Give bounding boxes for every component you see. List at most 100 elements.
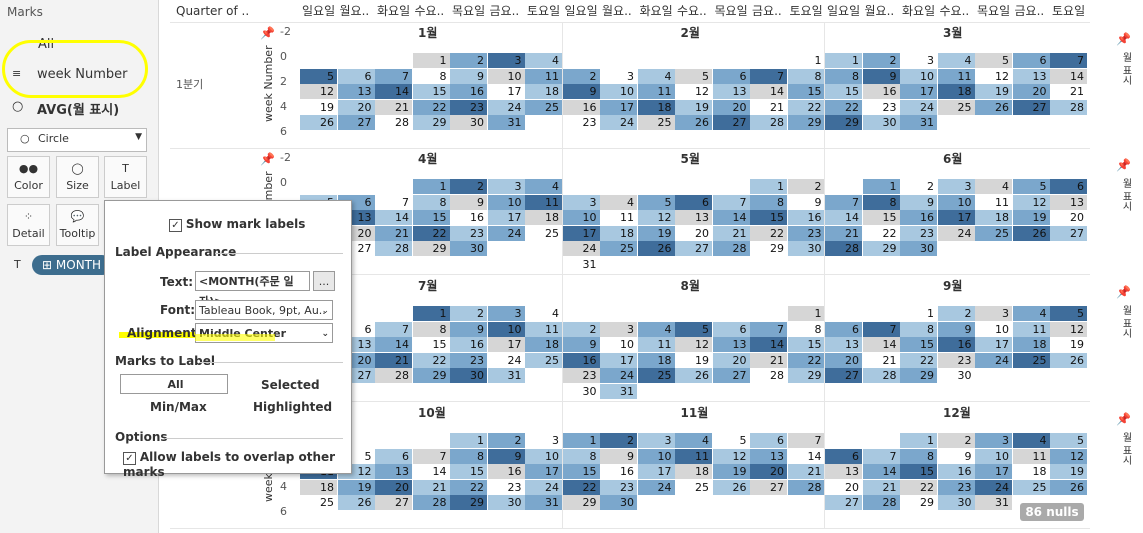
day-cell[interactable]: 2 bbox=[937, 306, 975, 321]
day-cell[interactable]: 8 bbox=[862, 194, 900, 210]
option-highlighted[interactable]: Highlighted bbox=[253, 400, 333, 414]
day-cell[interactable]: 8 bbox=[900, 448, 937, 464]
day-cell[interactable]: 8 bbox=[825, 68, 862, 84]
day-cell[interactable]: 1 bbox=[450, 433, 487, 448]
day-cell[interactable]: 25 bbox=[1012, 479, 1050, 495]
day-cell[interactable]: 9 bbox=[937, 321, 975, 337]
day-cell[interactable]: 9 bbox=[450, 194, 487, 210]
font-select[interactable]: Tableau Book, 9pt, Au.. ⌄ bbox=[195, 300, 333, 320]
day-cell[interactable]: 6 bbox=[337, 68, 375, 84]
day-cell[interactable]: 13 bbox=[675, 210, 712, 225]
allow-overlap-row[interactable]: ✓ Allow labels to overlap other marks bbox=[123, 450, 336, 479]
day-cell[interactable]: 4 bbox=[637, 68, 675, 84]
day-cell[interactable]: 7 bbox=[375, 321, 412, 337]
day-cell[interactable]: 30 bbox=[937, 368, 975, 383]
day-cell[interactable]: 20 bbox=[750, 464, 787, 479]
day-cell[interactable]: 9 bbox=[862, 68, 900, 84]
day-cell[interactable]: 29 bbox=[750, 241, 787, 256]
day-cell[interactable]: 23 bbox=[562, 368, 600, 383]
day-cell[interactable]: 9 bbox=[562, 84, 600, 99]
day-cell[interactable]: 16 bbox=[937, 337, 975, 352]
color-card[interactable]: ●● Color bbox=[7, 156, 50, 198]
day-cell[interactable]: 20 bbox=[712, 352, 750, 368]
day-cell[interactable]: 31 bbox=[525, 495, 562, 510]
day-cell[interactable]: 30 bbox=[562, 383, 600, 399]
day-cell[interactable]: 14 bbox=[862, 337, 900, 352]
day-cell[interactable]: 31 bbox=[487, 368, 525, 383]
pin-icon[interactable]: 📌 bbox=[1116, 285, 1131, 299]
day-cell[interactable]: 2 bbox=[450, 179, 487, 194]
day-cell[interactable]: 30 bbox=[487, 495, 525, 510]
day-cell[interactable]: 9 bbox=[900, 194, 937, 210]
option-selected[interactable]: Selected bbox=[261, 378, 320, 392]
day-cell[interactable]: 5 bbox=[300, 68, 337, 84]
day-cell[interactable]: 1 bbox=[412, 306, 450, 321]
day-cell[interactable]: 26 bbox=[1012, 225, 1050, 241]
day-cell[interactable]: 22 bbox=[412, 99, 450, 115]
day-cell[interactable]: 18 bbox=[975, 210, 1012, 225]
day-cell[interactable]: 10 bbox=[562, 210, 600, 225]
day-cell[interactable]: 24 bbox=[600, 115, 637, 130]
day-cell[interactable]: 4 bbox=[637, 321, 675, 337]
day-cell[interactable]: 2 bbox=[450, 306, 487, 321]
day-header[interactable]: 화요일 bbox=[377, 4, 411, 18]
day-cell[interactable]: 11 bbox=[637, 84, 675, 99]
day-cell[interactable]: 30 bbox=[862, 115, 900, 130]
day-cell[interactable]: 21 bbox=[375, 99, 412, 115]
day-cell[interactable]: 16 bbox=[562, 352, 600, 368]
day-cell[interactable]: 5 bbox=[975, 53, 1012, 68]
day-cell[interactable]: 28 bbox=[825, 241, 862, 256]
day-cell[interactable]: 23 bbox=[562, 115, 600, 130]
day-cell[interactable]: 1 bbox=[787, 306, 825, 321]
day-cell[interactable]: 20 bbox=[675, 225, 712, 241]
day-cell[interactable]: 21 bbox=[375, 352, 412, 368]
day-cell[interactable]: 29 bbox=[562, 495, 600, 510]
month-pill[interactable]: ⊞ MONTH bbox=[32, 255, 112, 275]
day-cell[interactable]: 10 bbox=[487, 321, 525, 337]
day-cell[interactable]: 28 bbox=[750, 368, 787, 383]
mark-type-select[interactable]: ○ Circle ▼ bbox=[7, 128, 147, 152]
day-cell[interactable]: 13 bbox=[337, 84, 375, 99]
day-cell[interactable]: 2 bbox=[787, 179, 825, 194]
day-header[interactable]: 수요.. bbox=[677, 4, 707, 18]
day-cell[interactable]: 3 bbox=[937, 179, 975, 194]
day-cell[interactable]: 6 bbox=[825, 448, 862, 464]
day-cell[interactable]: 9 bbox=[937, 448, 975, 464]
day-cell[interactable]: 21 bbox=[862, 352, 900, 368]
day-cell[interactable]: 8 bbox=[900, 321, 937, 337]
day-cell[interactable]: 1 bbox=[825, 53, 862, 68]
day-cell[interactable]: 18 bbox=[1012, 337, 1050, 352]
day-cell[interactable]: 31 bbox=[975, 495, 1012, 510]
day-cell[interactable]: 24 bbox=[937, 225, 975, 241]
day-cell[interactable]: 11 bbox=[525, 321, 562, 337]
day-cell[interactable]: 26 bbox=[712, 479, 750, 495]
day-cell[interactable]: 6 bbox=[675, 194, 712, 210]
day-cell[interactable]: 16 bbox=[787, 210, 825, 225]
day-cell[interactable]: 24 bbox=[487, 352, 525, 368]
day-cell[interactable]: 20 bbox=[337, 99, 375, 115]
day-cell[interactable]: 26 bbox=[1050, 352, 1087, 368]
day-header[interactable]: 화요일 bbox=[639, 4, 673, 18]
day-cell[interactable]: 5 bbox=[637, 194, 675, 210]
pin-icon[interactable]: 📌 bbox=[1116, 32, 1131, 46]
day-cell[interactable]: 5 bbox=[1050, 433, 1087, 448]
day-cell[interactable]: 13 bbox=[750, 448, 787, 464]
day-cell[interactable]: 18 bbox=[525, 210, 562, 225]
day-cell[interactable]: 19 bbox=[1050, 337, 1087, 352]
day-cell[interactable]: 14 bbox=[787, 448, 825, 464]
day-cell[interactable]: 15 bbox=[900, 464, 937, 479]
pin-icon[interactable]: 📌 bbox=[1116, 412, 1131, 426]
day-cell[interactable]: 17 bbox=[637, 464, 675, 479]
day-cell[interactable]: 22 bbox=[900, 479, 937, 495]
day-cell[interactable]: 15 bbox=[412, 84, 450, 99]
day-cell[interactable]: 12 bbox=[1012, 194, 1050, 210]
day-cell[interactable]: 12 bbox=[300, 84, 337, 99]
day-cell[interactable]: 15 bbox=[900, 337, 937, 352]
day-cell[interactable]: 14 bbox=[712, 210, 750, 225]
day-cell[interactable]: 30 bbox=[787, 241, 825, 256]
pin-icon[interactable]: 📌 bbox=[260, 152, 275, 166]
day-cell[interactable]: 12 bbox=[712, 448, 750, 464]
day-header[interactable]: 일요일 bbox=[564, 4, 598, 18]
day-cell[interactable]: 6 bbox=[825, 321, 862, 337]
day-cell[interactable]: 2 bbox=[450, 53, 487, 68]
